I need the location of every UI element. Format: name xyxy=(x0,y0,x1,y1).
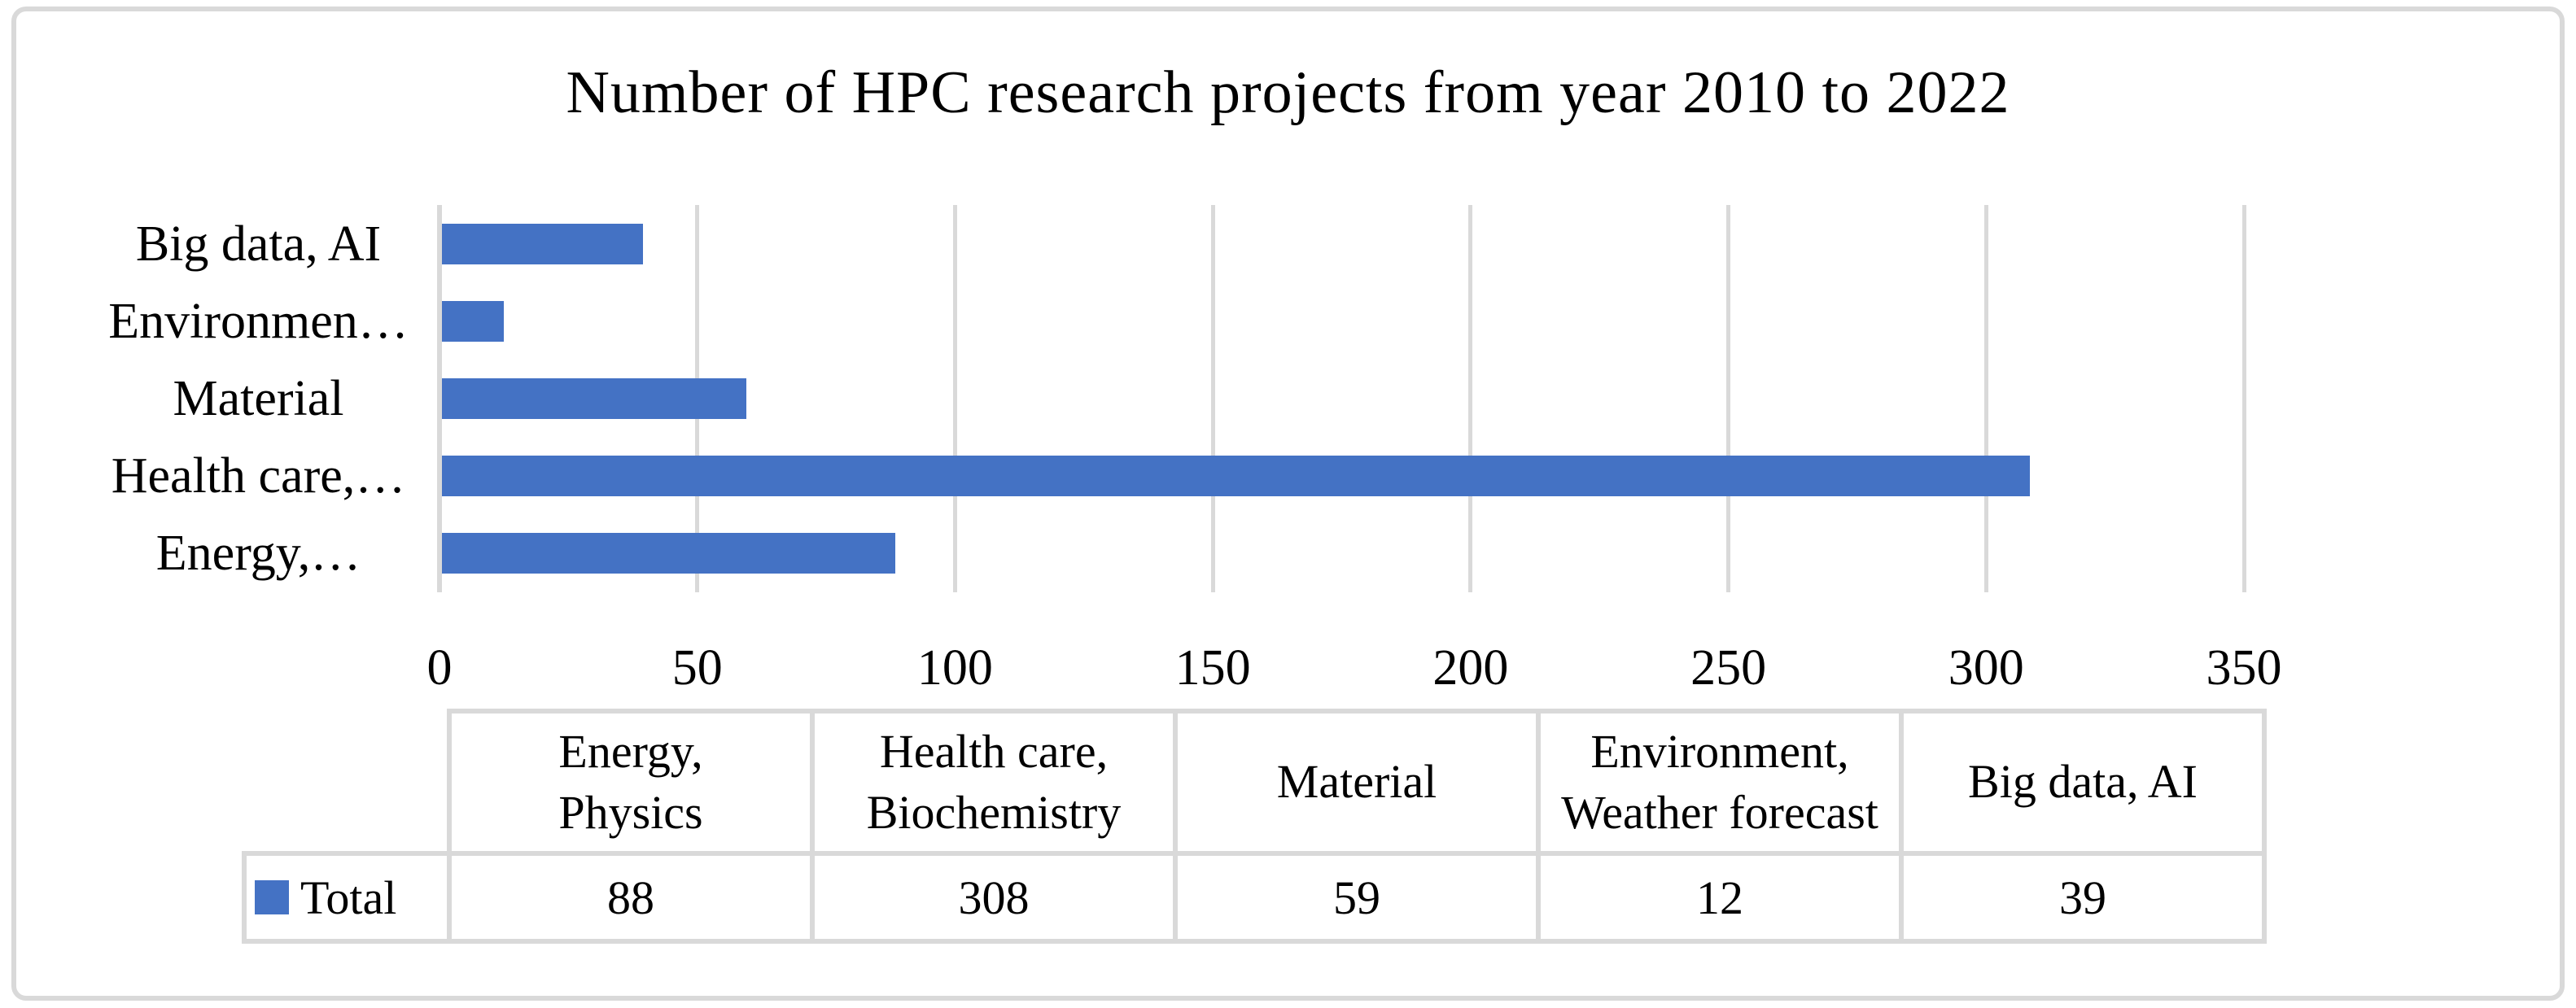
gridline-200 xyxy=(1468,205,1473,592)
header-line: Environment, xyxy=(1590,725,1849,779)
y-axis-label-environmen: Environmen… xyxy=(108,293,409,349)
legend-cell: Total xyxy=(242,856,447,939)
x-axis-tick-label-50: 50 xyxy=(671,640,723,696)
data-table-value-cell-big-data-ai: 39 xyxy=(1899,856,2262,939)
gridline-350 xyxy=(2241,205,2246,592)
x-axis-tick-label-0: 0 xyxy=(426,640,453,696)
data-table-total-row: Total 88 308 59 12 39 xyxy=(242,851,2267,944)
header-line: Physics xyxy=(558,785,703,839)
header-line: Material xyxy=(1276,755,1437,809)
x-axis-tick-label-150: 150 xyxy=(1174,640,1251,696)
y-axis-label-energy: Energy,… xyxy=(155,526,361,582)
gridline-300 xyxy=(1983,205,1988,592)
x-axis-tick-label-350: 350 xyxy=(2206,640,2282,696)
bar-energy xyxy=(442,533,895,574)
chart-title: Number of HPC research projects from yea… xyxy=(566,59,2010,126)
x-axis-tick-label-200: 200 xyxy=(1432,640,1509,696)
y-axis-label-big-data-ai: Big data, AI xyxy=(135,216,382,272)
y-axis-label-health-care: Health care,… xyxy=(111,448,406,504)
legend-key-icon xyxy=(255,880,289,914)
data-table-header-row: Energy, Physics Health care, Biochemistry Ma… xyxy=(447,709,2267,851)
data-table-value-cell-energy-physics: 88 xyxy=(447,856,810,939)
category-axis-line xyxy=(437,205,442,592)
bar-health-care xyxy=(442,456,2030,497)
header-line: Weather forecast xyxy=(1561,785,1878,839)
bar-big-data-ai xyxy=(442,223,643,264)
gridline-150 xyxy=(1210,205,1215,592)
data-table-header-cell-environment-weather-forecast: Environment, Weather forecast xyxy=(1536,713,1899,851)
header-line: Health care, xyxy=(879,725,1109,779)
header-line: Energy, xyxy=(558,725,703,779)
data-table-value-cell-material: 59 xyxy=(1173,856,1536,939)
header-line: Biochemistry xyxy=(866,785,1122,839)
chart-border-frame xyxy=(11,7,2565,1001)
bar-material xyxy=(442,378,746,419)
data-table-value-cell-health-care-biochemistry: 308 xyxy=(810,856,1173,939)
data-table-header-cell-material: Material xyxy=(1173,713,1536,851)
gridline-250 xyxy=(1726,205,1731,592)
header-line: Big data, AI xyxy=(1968,755,2198,809)
data-table-header-cell-big-data-ai: Big data, AI xyxy=(1899,713,2262,851)
data-table-header-cell-energy-physics: Energy, Physics xyxy=(447,713,810,851)
gridline-100 xyxy=(952,205,957,592)
data-table-value-cell-environment-weather-forecast: 12 xyxy=(1536,856,1899,939)
y-axis-label-material: Material xyxy=(173,370,344,426)
legend-label: Total xyxy=(300,871,397,924)
x-axis-tick-label-250: 250 xyxy=(1690,640,1767,696)
data-table-header-cell-health-care-biochemistry: Health care, Biochemistry xyxy=(810,713,1173,851)
x-axis-tick-label-100: 100 xyxy=(916,640,993,696)
bar-environmen xyxy=(442,300,504,342)
x-axis-tick-label-300: 300 xyxy=(1948,640,2024,696)
